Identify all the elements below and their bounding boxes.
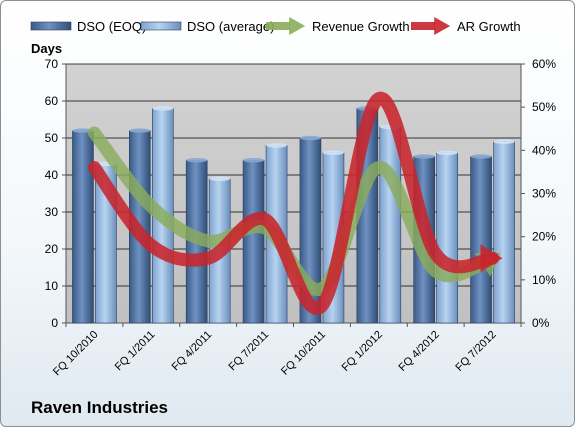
bar-top-highlight [493,139,515,144]
ar-growth-arrowhead [480,244,503,273]
y2-tick-label: 30% [532,187,556,201]
bar-top-highlight [129,128,151,133]
bar-top-highlight [299,135,321,141]
company-name: Raven Industries [31,398,168,417]
revenue-growth-line [87,126,500,296]
x-tick-label: FQ 7/2012 [453,329,498,374]
legend-revenue-growth-swatch-head [289,17,306,35]
legend-dso-eoq-label: DSO (EOQ) [77,19,146,34]
ar-growth-line [87,92,500,315]
y-tick-label: 60 [45,94,59,108]
y-tick-label: 50 [45,131,59,145]
legend-ar-growth-swatch-head [434,17,451,35]
y-tick-label: 40 [45,168,59,182]
bar-top-highlight [266,143,288,148]
y-tick-label: 0 [51,316,58,330]
bar-dso-average [379,126,402,324]
y-axis-label: Days [31,41,62,56]
bar-dso-average [436,152,458,324]
legend-dso-average-swatch [140,21,182,31]
bar-top-highlight [322,150,344,155]
x-tick-label: FQ 10/2011 [279,329,328,378]
bar-top-highlight [152,106,174,111]
y2-tick-label: 50% [532,100,556,114]
x-tick-label: FQ 4/2011 [170,329,215,374]
bar-dso-eoq [72,130,94,324]
x-tick-label: FQ 1/2011 [113,329,158,374]
bar-dso-eoq [470,156,492,324]
bar-top-highlight [209,176,231,181]
bar-top-highlight [436,150,458,155]
y2-tick-label: 0% [532,316,550,330]
y-tick-label: 30 [45,205,59,219]
y-tick-label: 20 [45,242,59,256]
x-tick-label: FQ 1/2012 [340,329,385,374]
bar-top-highlight [243,158,265,163]
bar-top-highlight [413,154,435,159]
legend-dso-average-label: DSO (average) [187,19,274,34]
legend-ar-growth-label: AR Growth [457,19,521,34]
legend-dso-eoq-swatch [30,21,72,31]
y2-tick-label: 20% [532,230,556,244]
x-tick-label: FQ 10/2010 [51,329,101,379]
bar-dso-average [493,141,515,324]
y2-tick-label: 10% [532,273,556,287]
bar-top-highlight [186,158,208,163]
x-tick-label: FQ 7/2011 [227,329,272,374]
y-tick-label: 70 [45,57,59,71]
bar-top-highlight [470,154,492,159]
y-tick-label: 10 [45,279,59,293]
legend-revenue-growth-label: Revenue Growth [312,19,410,34]
y2-tick-label: 60% [532,57,556,71]
bar-dso-eoq [242,159,265,324]
y2-tick-label: 40% [532,143,556,157]
x-tick-label: FQ 4/2012 [397,329,442,374]
